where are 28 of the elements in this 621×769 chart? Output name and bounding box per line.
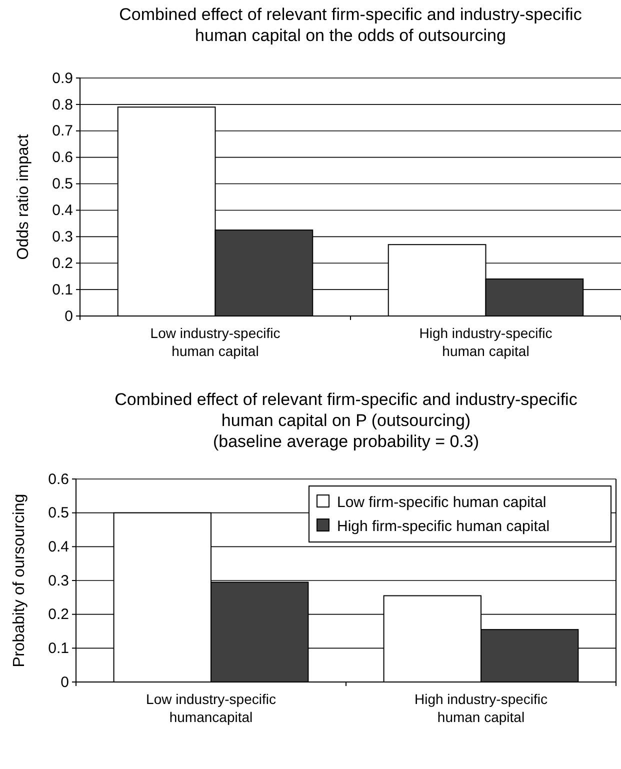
y-tick-label: 0 bbox=[64, 308, 73, 325]
x-tick-label: High industry-specific human capital bbox=[414, 691, 548, 725]
y-tick-label: 0.4 bbox=[48, 538, 69, 556]
y-axis-title: Probabity of oursourcing bbox=[11, 494, 28, 668]
x-tick-label: Low industry-specific humancapital bbox=[146, 691, 276, 725]
y-tick-label: 0.3 bbox=[48, 572, 69, 590]
y-tick-label: 0 bbox=[60, 674, 69, 691]
chart-title: Combined effect of relevant firm-specific and industry-specific human capital on P (outsourcing) bbox=[114, 390, 578, 430]
y-tick-label: 0.2 bbox=[52, 254, 73, 272]
y-tick-label: 0.5 bbox=[48, 504, 69, 522]
x-tick-label: Low industry-specific human capital bbox=[150, 325, 280, 359]
y-tick-label: 0.1 bbox=[52, 281, 73, 298]
y-tick-label: 0.2 bbox=[48, 606, 69, 624]
y-tick-label: 0.6 bbox=[48, 470, 69, 488]
chart-subtitle: (baseline average probability = 0.3) bbox=[212, 432, 480, 451]
legend-label: Low firm-specific human capital bbox=[337, 494, 546, 511]
y-tick-label: 0.9 bbox=[52, 70, 73, 87]
x-tick-label: High industry-specific human capital bbox=[419, 325, 552, 359]
y-tick-label: 0.1 bbox=[48, 640, 69, 657]
chart-title: Combined effect of relevant firm-specific and industry-specific human capital on the odds of outsourcing bbox=[119, 5, 582, 45]
y-tick-label: 0.7 bbox=[52, 122, 73, 140]
y-tick-label: 0.6 bbox=[52, 149, 73, 166]
y-tick-label: 0.4 bbox=[52, 202, 73, 220]
y-tick-label: 0.5 bbox=[52, 176, 73, 193]
legend-label: High firm-specific human capital bbox=[337, 518, 550, 535]
y-tick-label: 0.3 bbox=[52, 228, 73, 246]
y-tick-label: 0.8 bbox=[52, 96, 73, 114]
y-axis-title: Odds ratio impact bbox=[15, 134, 32, 260]
